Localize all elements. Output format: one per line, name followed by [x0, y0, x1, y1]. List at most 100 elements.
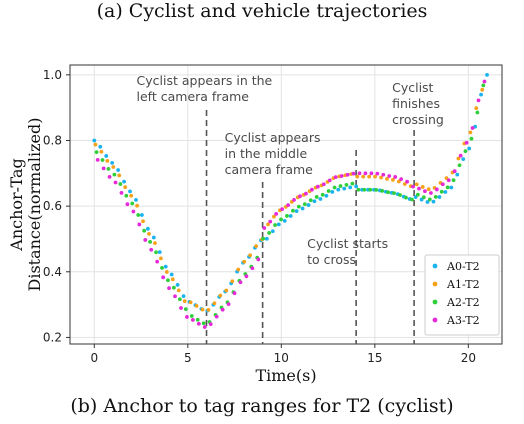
data-point	[117, 173, 122, 178]
data-point	[481, 83, 486, 88]
data-point	[338, 184, 343, 188]
data-point	[482, 79, 487, 84]
data-point	[437, 195, 442, 199]
data-point	[456, 156, 461, 161]
data-point	[474, 106, 479, 111]
data-point	[292, 198, 296, 202]
data-point	[98, 144, 103, 149]
data-point	[294, 209, 299, 214]
data-point	[302, 202, 307, 207]
data-point	[181, 294, 186, 299]
annotation-text: camera frame	[225, 162, 314, 177]
data-point	[439, 189, 444, 194]
y-tick-label: 0.2	[43, 330, 62, 344]
data-point	[433, 194, 438, 199]
data-point	[160, 266, 164, 270]
data-point	[128, 189, 132, 194]
data-point	[373, 174, 377, 179]
data-point	[93, 142, 98, 147]
data-point	[262, 226, 267, 230]
data-point	[236, 267, 241, 272]
data-point	[238, 280, 243, 285]
y-axis-label-group: Anchor-Tag Distance(normalized)	[7, 117, 44, 291]
annotation-text: to cross	[307, 252, 356, 267]
data-point	[300, 206, 305, 211]
data-point	[224, 288, 229, 293]
data-point	[399, 177, 404, 182]
bottom-caption: (b) Anchor to tag ranges for T2 (cyclist…	[70, 395, 454, 417]
y-axis-label-line2: Distance(normalized)	[25, 117, 44, 291]
data-point	[112, 172, 117, 177]
data-point	[153, 241, 157, 246]
x-tick-label: 5	[184, 351, 192, 365]
annotation-lines	[205, 110, 415, 344]
data-points	[92, 72, 489, 329]
data-point	[163, 264, 168, 269]
data-point	[348, 185, 353, 190]
data-point	[387, 174, 392, 178]
data-point	[357, 171, 362, 176]
data-point	[161, 275, 166, 280]
data-point	[185, 315, 189, 319]
data-point	[272, 214, 276, 219]
data-point	[315, 184, 320, 189]
annotation-text: crossing	[392, 112, 444, 127]
data-point	[318, 197, 323, 201]
data-point	[288, 214, 293, 218]
y-tick-label: 1.0	[43, 68, 62, 82]
data-point	[267, 230, 272, 235]
data-point	[173, 294, 177, 299]
data-point	[291, 208, 295, 213]
data-point	[149, 247, 154, 252]
data-point	[476, 98, 481, 103]
data-point	[148, 240, 153, 244]
data-point	[458, 153, 463, 158]
data-point	[208, 322, 213, 327]
data-point	[134, 197, 138, 202]
data-point	[314, 195, 319, 199]
data-point	[339, 174, 344, 178]
data-point	[363, 171, 368, 176]
plot-frame	[69, 64, 503, 345]
data-point	[212, 301, 217, 306]
data-point	[330, 190, 335, 194]
data-point	[182, 299, 187, 304]
data-point	[190, 318, 195, 322]
y-tick-label: 0.6	[43, 199, 62, 213]
data-point	[367, 174, 372, 179]
legend-marker	[432, 317, 438, 323]
data-point	[417, 186, 421, 191]
series-A3-T2	[95, 79, 487, 329]
data-point	[426, 187, 431, 192]
legend-label: A2-T2	[446, 296, 480, 309]
x-tick-label: 20	[461, 351, 476, 365]
data-point	[206, 307, 211, 312]
data-point	[480, 87, 485, 92]
data-point	[201, 321, 206, 326]
data-point	[140, 213, 144, 217]
data-point	[154, 250, 158, 255]
data-point	[136, 213, 141, 217]
grid	[70, 65, 502, 344]
data-point	[170, 277, 175, 282]
data-point	[155, 259, 160, 264]
annotation-text: Cyclist appears	[225, 130, 321, 145]
x-tick-label: 10	[274, 351, 289, 365]
y-tick-label: 0.4	[43, 265, 62, 279]
data-point	[196, 321, 201, 326]
data-point	[468, 130, 473, 135]
data-point	[327, 178, 332, 183]
data-point	[195, 317, 200, 322]
data-point	[375, 171, 380, 176]
data-point	[266, 222, 270, 227]
data-point	[232, 291, 237, 296]
data-point	[131, 209, 136, 214]
data-point	[276, 222, 281, 227]
data-point	[176, 288, 181, 293]
data-point	[123, 185, 128, 190]
data-point	[361, 174, 366, 179]
data-point	[256, 257, 261, 262]
data-point	[392, 191, 396, 196]
legend-label: A1-T2	[446, 278, 480, 291]
